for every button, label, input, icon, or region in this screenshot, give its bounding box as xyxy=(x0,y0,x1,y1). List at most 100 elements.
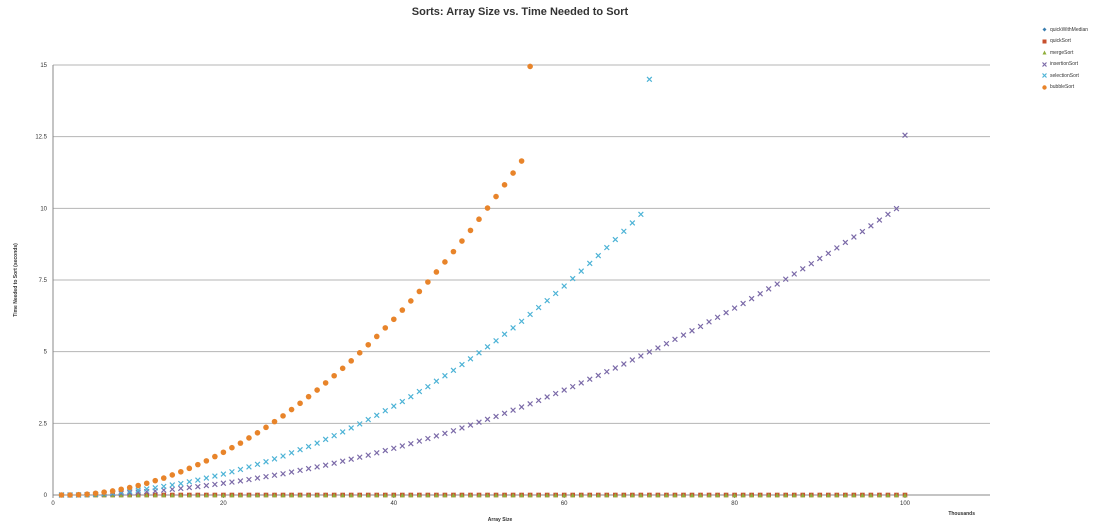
data-point xyxy=(561,387,568,393)
data-point xyxy=(630,492,635,498)
data-point xyxy=(877,492,882,498)
data-point xyxy=(160,475,167,481)
data-point xyxy=(459,492,465,498)
data-point xyxy=(348,358,355,364)
data-point xyxy=(757,290,763,297)
data-point xyxy=(638,492,644,498)
legend-item-insertionSort: insertionSort xyxy=(1041,59,1088,71)
data-point xyxy=(519,492,524,498)
data-point xyxy=(655,345,661,351)
data-point xyxy=(101,492,107,498)
data-point xyxy=(425,383,431,390)
series-insertionSort xyxy=(58,132,908,498)
data-point xyxy=(357,492,363,498)
data-point xyxy=(365,452,372,458)
legend-label: quickSort xyxy=(1050,38,1071,45)
data-point xyxy=(203,475,210,481)
data-point xyxy=(825,250,832,257)
data-point xyxy=(510,492,516,498)
data-point xyxy=(467,422,474,428)
data-point xyxy=(569,275,576,282)
data-point xyxy=(203,482,210,489)
y-tick-label: 15 xyxy=(40,63,47,69)
data-point xyxy=(263,458,269,465)
data-point xyxy=(271,456,278,462)
data-point xyxy=(339,365,346,372)
data-point xyxy=(681,492,686,498)
data-point xyxy=(135,487,142,493)
data-point xyxy=(195,492,201,498)
data-point xyxy=(612,236,619,243)
data-point xyxy=(254,475,261,481)
y-axis-title: Time Needed to Sort (seconds) xyxy=(13,243,19,317)
data-point xyxy=(450,367,457,374)
data-point xyxy=(135,489,142,495)
data-point xyxy=(629,220,636,226)
data-point xyxy=(390,403,397,409)
data-point xyxy=(314,387,320,393)
data-point xyxy=(365,416,372,423)
data-point xyxy=(791,271,798,277)
data-point xyxy=(365,492,371,498)
data-point xyxy=(442,372,448,379)
data-point xyxy=(331,460,337,467)
data-point xyxy=(416,388,423,395)
data-point xyxy=(212,492,218,498)
data-point xyxy=(425,279,431,285)
legend: quickWithMedian quickSort mergeSort inserti… xyxy=(1041,24,1088,93)
data-point xyxy=(595,492,601,498)
y-tick-label: 12.5 xyxy=(35,135,47,141)
data-point xyxy=(570,492,576,498)
data-point xyxy=(664,492,669,498)
data-point xyxy=(765,286,772,292)
y-tick-label: 7.5 xyxy=(39,278,48,284)
data-point xyxy=(663,340,670,347)
data-point xyxy=(561,492,567,498)
data-point xyxy=(58,492,65,498)
data-point xyxy=(169,472,176,478)
data-point xyxy=(629,357,636,363)
data-point xyxy=(603,368,610,375)
legend-item-bubbleSort: bubbleSort xyxy=(1041,82,1088,94)
data-point xyxy=(476,419,482,426)
data-point xyxy=(451,492,456,498)
legend-item-mergeSort: mergeSort xyxy=(1041,47,1088,59)
data-point xyxy=(706,319,712,325)
data-point xyxy=(314,464,320,470)
data-point xyxy=(587,492,593,498)
data-point xyxy=(408,298,414,304)
data-point xyxy=(698,492,703,498)
data-point xyxy=(860,492,865,498)
data-point xyxy=(425,435,431,442)
data-point xyxy=(356,421,363,427)
data-point xyxy=(468,492,473,498)
data-point xyxy=(885,492,891,498)
data-point xyxy=(382,492,388,498)
data-point xyxy=(561,283,568,289)
data-point xyxy=(799,265,806,272)
data-point xyxy=(723,492,729,498)
data-point xyxy=(229,492,235,498)
data-point xyxy=(902,132,908,139)
data-point xyxy=(229,479,235,485)
data-point xyxy=(348,425,355,431)
legend-label: insertionSort xyxy=(1050,61,1079,68)
data-point xyxy=(220,471,227,477)
data-point xyxy=(390,445,397,452)
data-point xyxy=(578,380,585,386)
data-point xyxy=(348,492,354,498)
data-point xyxy=(493,193,499,200)
data-point xyxy=(391,316,397,323)
data-point xyxy=(902,492,908,498)
data-point xyxy=(552,290,559,297)
x-axis-unit-label: Thousands xyxy=(948,511,975,517)
data-point xyxy=(399,443,406,449)
data-point xyxy=(263,492,269,498)
data-point xyxy=(774,492,780,498)
chart-title: Sorts: Array Size vs. Time Needed to Sor… xyxy=(411,6,629,18)
data-point xyxy=(297,492,303,498)
legend-item-quickWithMedian: quickWithMedian xyxy=(1041,24,1088,36)
data-point xyxy=(305,393,312,400)
data-point xyxy=(783,492,789,498)
